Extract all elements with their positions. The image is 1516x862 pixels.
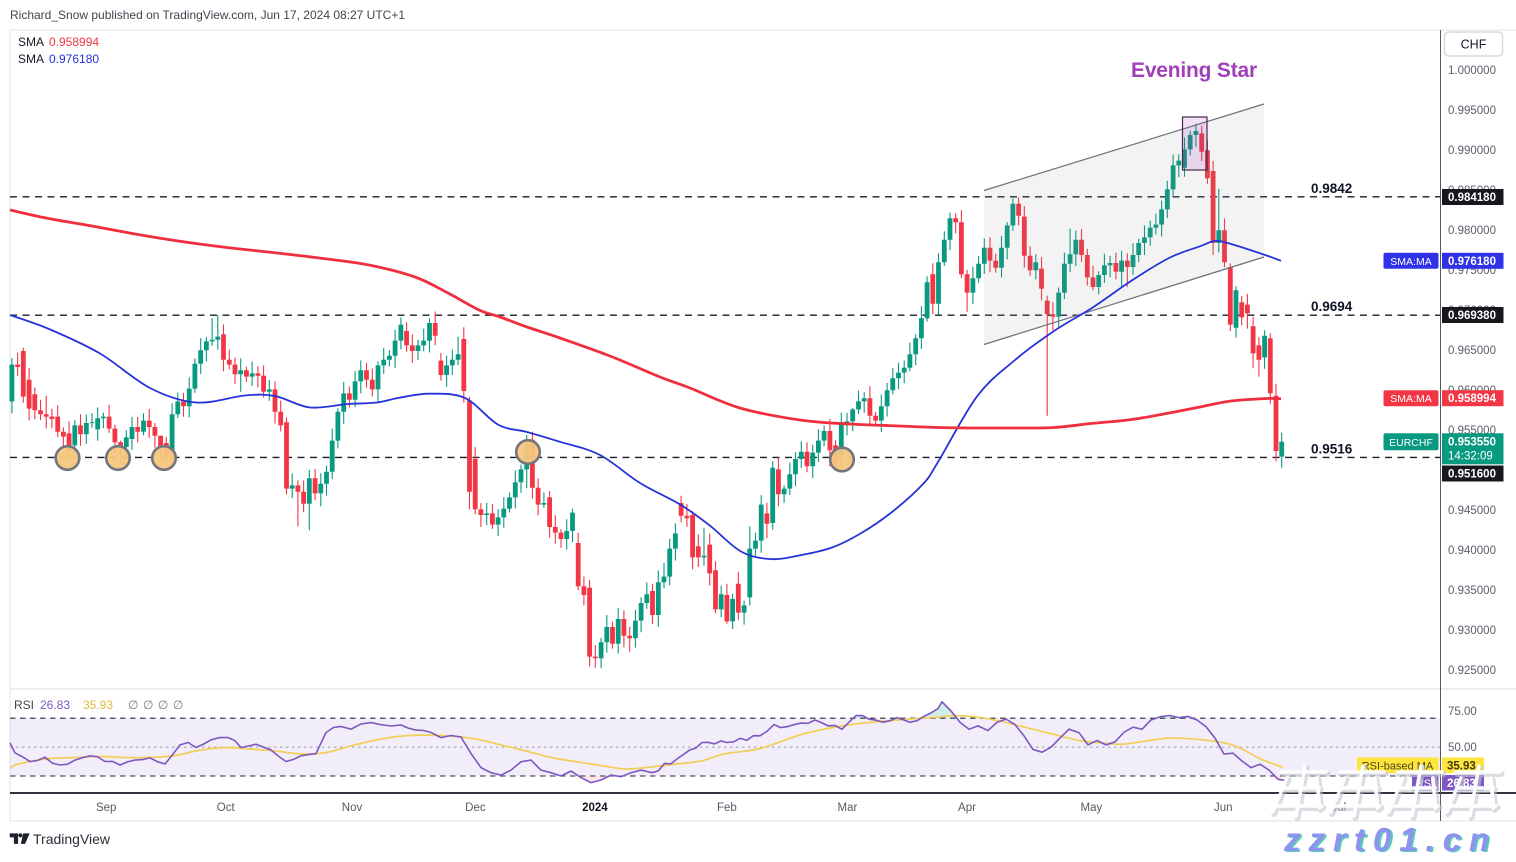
svg-text:EURCHF: EURCHF	[1389, 437, 1433, 449]
svg-text:SMA:MA: SMA:MA	[1390, 393, 1431, 405]
svg-text:May: May	[1081, 802, 1103, 814]
svg-text:0.951600: 0.951600	[1448, 469, 1496, 481]
svg-text:0.980000: 0.980000	[1448, 225, 1496, 237]
svg-text:RSI-based MA: RSI-based MA	[1362, 761, 1434, 773]
svg-text:0.9516: 0.9516	[1311, 441, 1353, 456]
svg-text:0.976180: 0.976180	[49, 52, 99, 66]
svg-text:0.984180: 0.984180	[1448, 192, 1496, 204]
svg-text:2024: 2024	[582, 802, 608, 814]
svg-text:zzrt01.cn: zzrt01.cn	[1283, 821, 1497, 857]
svg-text:0.976180: 0.976180	[1448, 256, 1496, 268]
svg-text:Feb: Feb	[717, 802, 737, 814]
svg-text:Nov: Nov	[342, 802, 363, 814]
svg-text:Evening Star: Evening Star	[1131, 59, 1257, 82]
svg-text:Jun: Jun	[1214, 802, 1233, 814]
svg-text:0.9694: 0.9694	[1311, 299, 1353, 314]
svg-text:75.00: 75.00	[1448, 706, 1477, 718]
svg-text:CHF: CHF	[1461, 38, 1487, 52]
svg-text:TradingView: TradingView	[33, 831, 111, 847]
svg-text:0.995000: 0.995000	[1448, 105, 1496, 117]
svg-text:50.00: 50.00	[1448, 742, 1477, 754]
svg-text:Richard_Snow published on Trad: Richard_Snow published on TradingView.co…	[10, 8, 405, 22]
svg-text:0.953550: 0.953550	[1448, 436, 1496, 448]
svg-text:Mar: Mar	[837, 802, 857, 814]
svg-text:Apr: Apr	[958, 802, 976, 814]
svg-text:0.940000: 0.940000	[1448, 545, 1496, 557]
svg-text:0.958994: 0.958994	[1448, 393, 1497, 405]
svg-text:1.000000: 1.000000	[1448, 65, 1496, 77]
svg-text:26.83: 26.83	[40, 698, 70, 712]
svg-text:SMA: SMA	[18, 52, 44, 66]
svg-text:0.969380: 0.969380	[1448, 310, 1496, 322]
svg-text:∅∅∅∅: ∅∅∅∅	[128, 698, 188, 712]
svg-text:35.93: 35.93	[83, 698, 113, 712]
svg-text:Dec: Dec	[465, 802, 486, 814]
svg-text:0.935000: 0.935000	[1448, 585, 1496, 597]
svg-text:Oct: Oct	[217, 802, 236, 814]
svg-text:0.990000: 0.990000	[1448, 145, 1496, 157]
svg-text:0.925000: 0.925000	[1448, 665, 1496, 677]
svg-text:0.965000: 0.965000	[1448, 345, 1496, 357]
svg-text:0.945000: 0.945000	[1448, 505, 1496, 517]
svg-text:SMA:MA: SMA:MA	[1390, 256, 1431, 268]
svg-text:SMA: SMA	[18, 35, 44, 49]
svg-text:14:32:09: 14:32:09	[1448, 450, 1493, 462]
svg-text:Sep: Sep	[96, 802, 116, 814]
svg-text:0.930000: 0.930000	[1448, 625, 1496, 637]
svg-text:0.9842: 0.9842	[1311, 181, 1352, 196]
svg-text:zzrt01.cn: zzrt01.cn	[1285, 822, 1499, 857]
svg-text:35.93: 35.93	[1447, 761, 1476, 773]
svg-text:RSI: RSI	[14, 698, 34, 712]
svg-text:0.958994: 0.958994	[49, 35, 99, 49]
